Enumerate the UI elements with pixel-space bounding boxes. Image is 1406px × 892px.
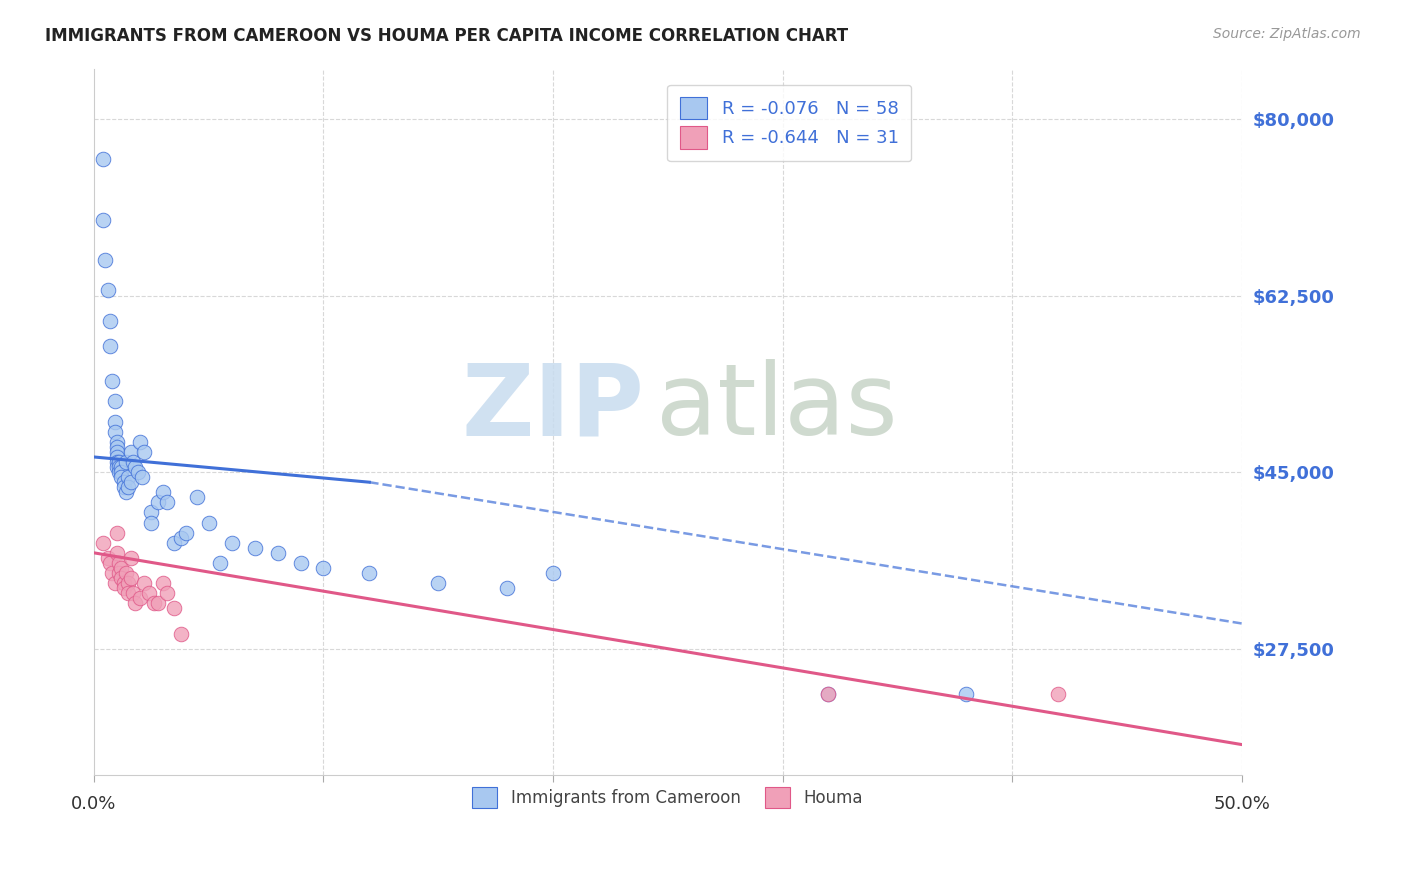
Point (110, 460, 132, 475)
Point (221, 535, 243, 549)
Legend: Immigrants from Cameroon, Houma: Immigrants from Cameroon, Houma (464, 779, 872, 816)
Point (91, 212, 114, 227)
Point (105, 445, 128, 459)
Point (142, 596, 165, 610)
Text: ZIP: ZIP (463, 359, 645, 456)
Point (817, 687, 839, 701)
Point (170, 531, 193, 545)
Point (115, 455, 138, 469)
Point (817, 687, 839, 701)
Point (427, 576, 450, 591)
Point (115, 485, 138, 500)
Point (103, 415, 125, 429)
Point (105, 525, 128, 540)
Point (156, 586, 179, 600)
Point (117, 586, 139, 600)
Point (120, 475, 142, 490)
Point (110, 571, 132, 585)
Point (496, 581, 519, 595)
Point (141, 506, 163, 520)
Point (110, 561, 132, 575)
Point (112, 475, 135, 490)
Point (148, 596, 170, 610)
Point (134, 576, 156, 591)
Point (97, 550, 120, 565)
Text: atlas: atlas (657, 359, 898, 456)
Text: 50.0%: 50.0% (1213, 795, 1270, 813)
Point (131, 470, 153, 484)
Point (112, 581, 135, 595)
Point (112, 480, 135, 494)
Point (108, 460, 131, 475)
Point (120, 571, 142, 585)
Point (128, 591, 150, 606)
Text: 0.0%: 0.0% (72, 795, 117, 813)
Point (117, 576, 139, 591)
Point (141, 516, 163, 530)
Point (91, 153, 114, 167)
Point (108, 556, 131, 570)
Point (110, 470, 132, 484)
Point (110, 465, 132, 479)
Point (117, 480, 139, 494)
Point (117, 470, 139, 484)
Point (105, 455, 128, 469)
Point (163, 535, 186, 549)
Point (103, 425, 125, 439)
Point (103, 394, 125, 409)
Point (103, 576, 125, 591)
Point (541, 566, 564, 580)
Point (105, 460, 128, 475)
Point (108, 465, 131, 479)
Point (163, 601, 186, 615)
Point (312, 561, 335, 575)
Point (98, 314, 121, 328)
Point (138, 586, 160, 600)
Point (108, 566, 131, 580)
Point (112, 576, 135, 591)
Point (186, 491, 208, 505)
Point (359, 566, 381, 580)
Point (108, 455, 131, 469)
Point (128, 434, 150, 449)
Point (105, 434, 128, 449)
Point (98, 339, 121, 353)
Point (170, 626, 193, 640)
Point (105, 546, 128, 560)
Point (148, 495, 170, 509)
Point (243, 541, 266, 555)
Point (122, 586, 145, 600)
Point (105, 440, 128, 454)
Point (124, 460, 146, 475)
Text: IMMIGRANTS FROM CAMEROON VS HOUMA PER CAPITA INCOME CORRELATION CHART: IMMIGRANTS FROM CAMEROON VS HOUMA PER CA… (45, 27, 848, 45)
Point (955, 687, 977, 701)
Point (1046, 687, 1069, 701)
Point (174, 525, 197, 540)
Point (152, 576, 174, 591)
Point (197, 516, 219, 530)
Point (134, 445, 156, 459)
Point (127, 465, 149, 479)
Point (98, 556, 121, 570)
Point (120, 550, 142, 565)
Point (115, 566, 138, 580)
Point (105, 450, 128, 464)
Point (266, 546, 288, 560)
Point (120, 445, 142, 459)
Point (94, 253, 117, 268)
Point (101, 566, 124, 580)
Point (101, 374, 124, 388)
Point (122, 455, 145, 469)
Point (97, 284, 120, 298)
Point (152, 485, 174, 500)
Point (290, 556, 312, 570)
Point (156, 495, 179, 509)
Text: Source: ZipAtlas.com: Source: ZipAtlas.com (1213, 27, 1361, 41)
Point (124, 596, 146, 610)
Point (91, 535, 114, 549)
Point (209, 556, 232, 570)
